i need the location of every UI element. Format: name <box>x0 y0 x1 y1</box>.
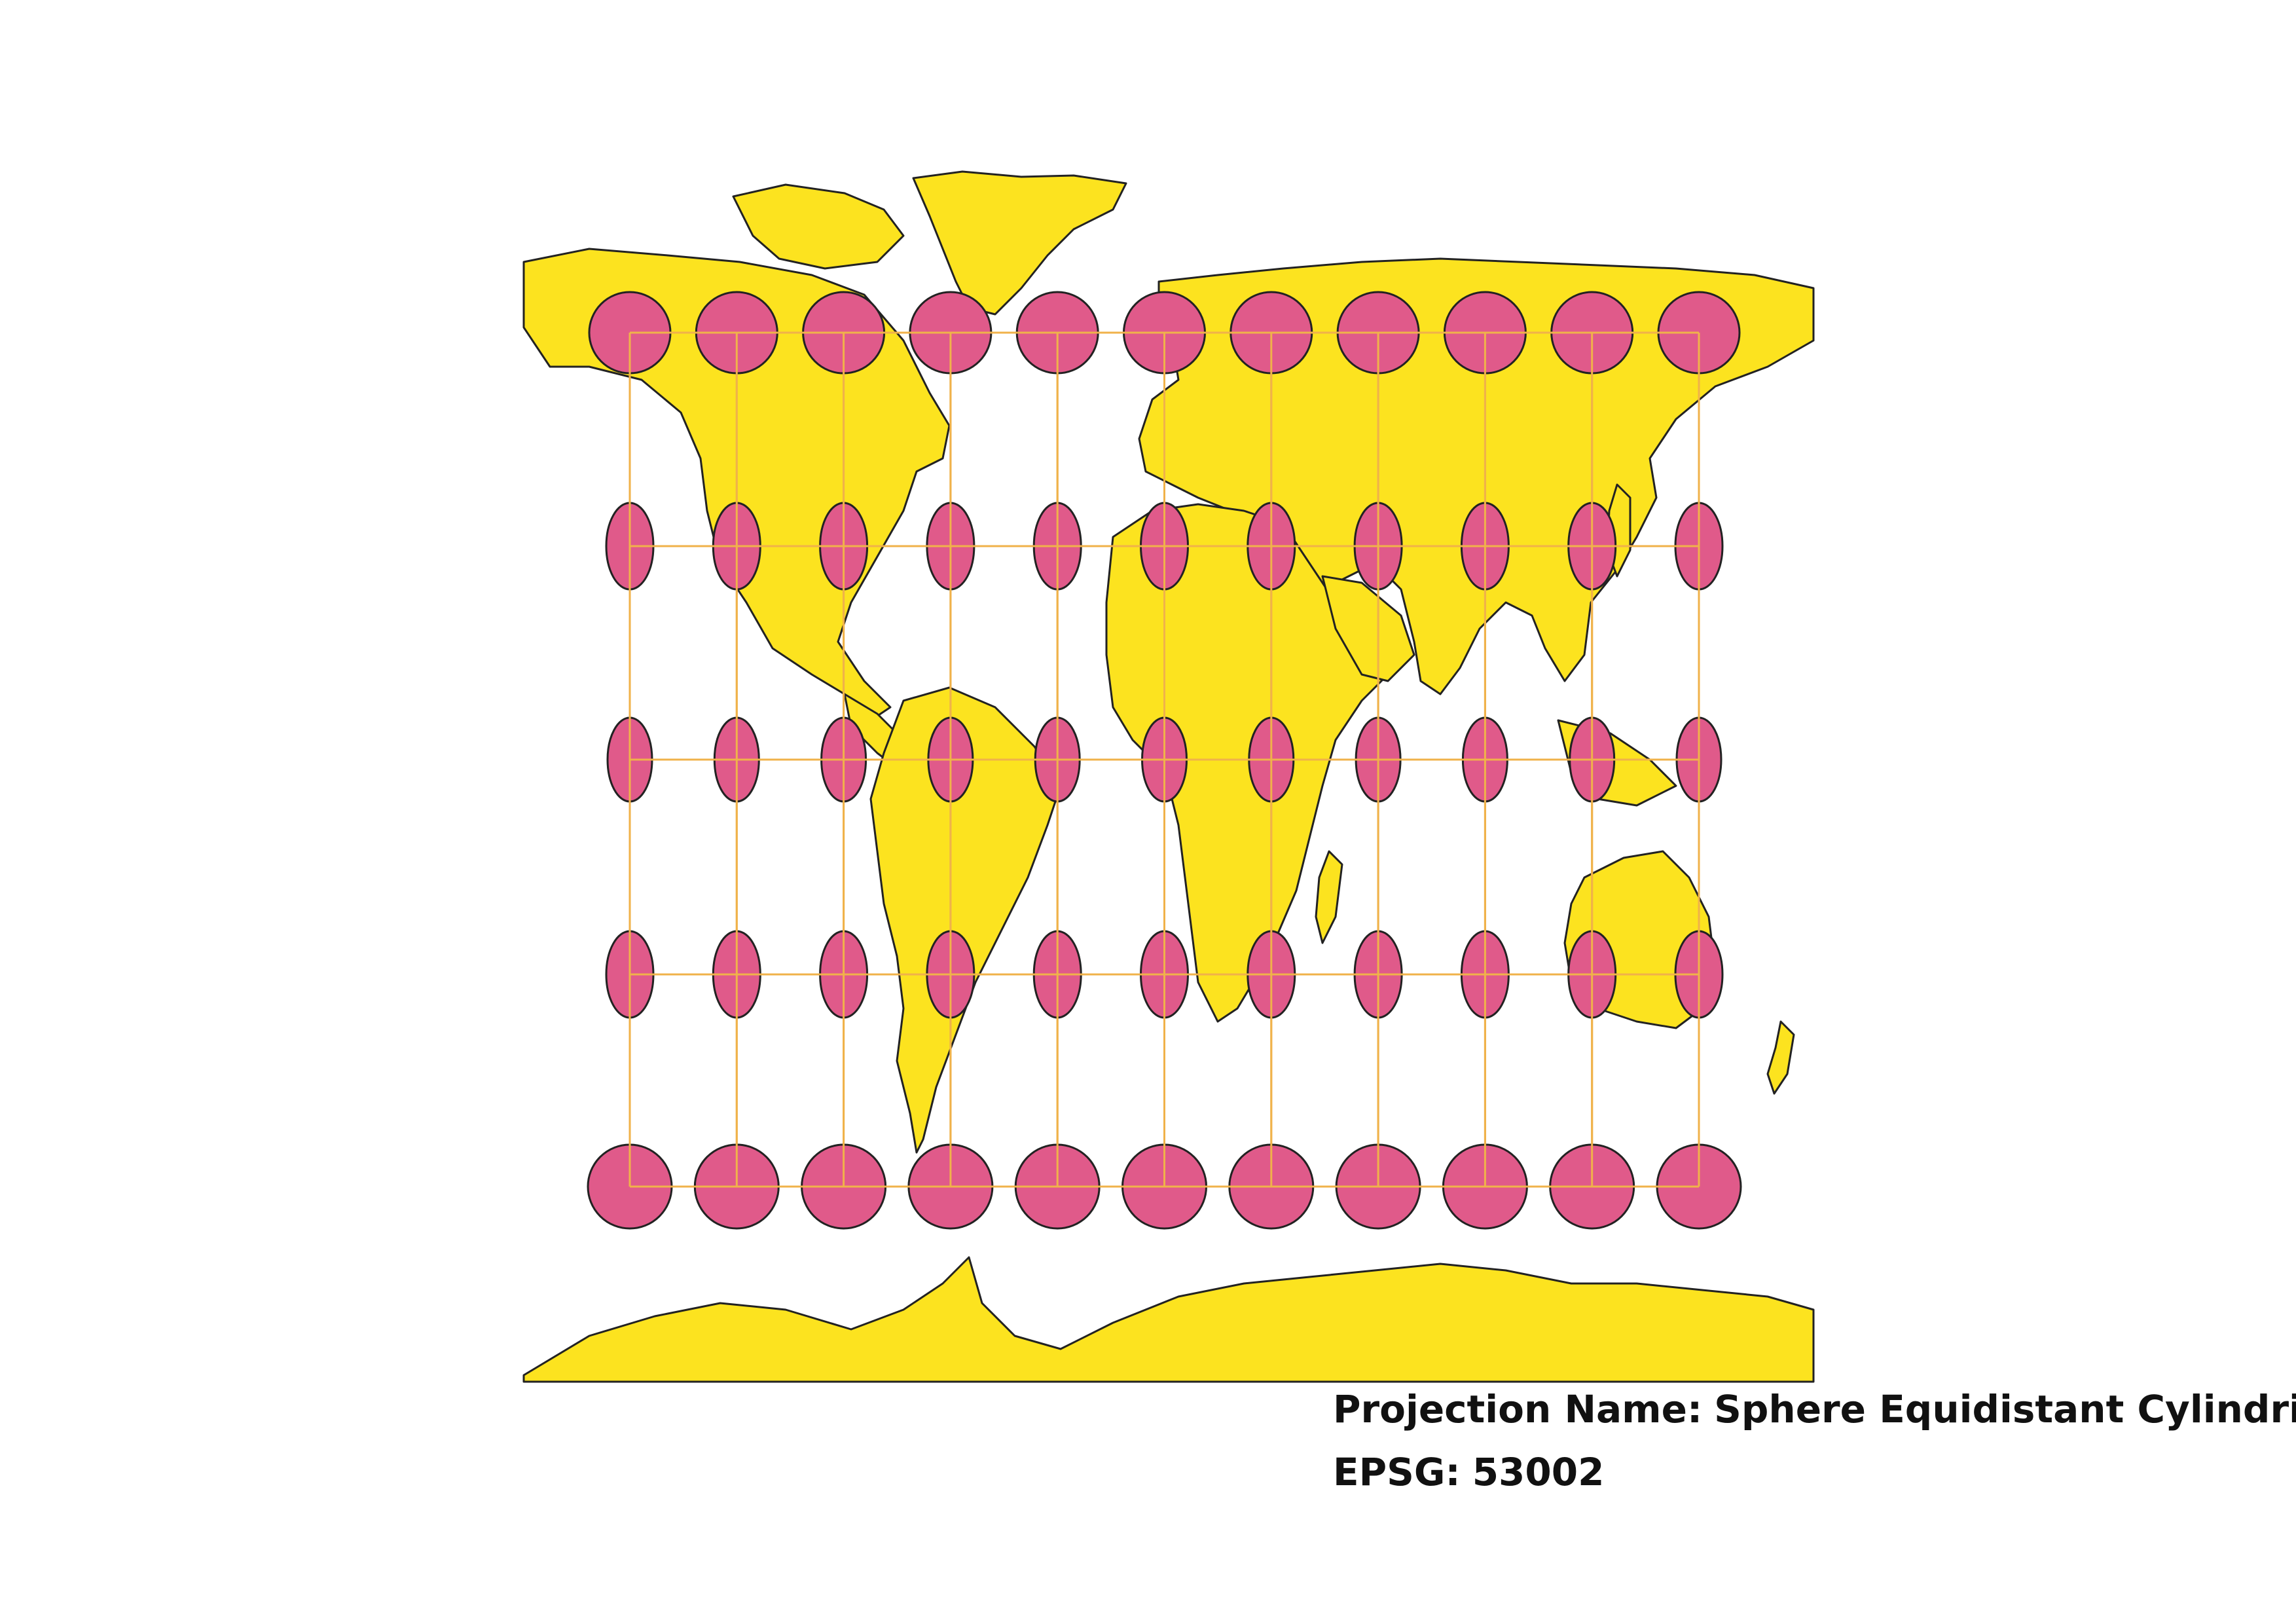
projection-name-value: Sphere Equidistant Cylindrical <box>1714 1387 2296 1431</box>
epsg-caption: EPSG: 53002 <box>1333 1450 1605 1494</box>
landmass-canadian-islands <box>732 183 905 270</box>
epsg-value: 53002 <box>1472 1450 1605 1494</box>
landmass-eurasia <box>1138 257 1815 695</box>
epsg-key: EPSG: <box>1333 1450 1461 1494</box>
landmass-greenland <box>912 170 1127 316</box>
landmass-new-zealand <box>1766 1020 1795 1095</box>
projection-name-key: Projection Name: <box>1333 1387 1703 1431</box>
graticule-grid <box>629 331 1700 1188</box>
landmass-madagascar <box>1315 850 1343 944</box>
landmass-arabia <box>1321 575 1415 682</box>
projection-name-caption: Projection Name: Sphere Equidistant Cylin… <box>1333 1387 2296 1431</box>
landmass-antarctica <box>522 1256 1815 1383</box>
